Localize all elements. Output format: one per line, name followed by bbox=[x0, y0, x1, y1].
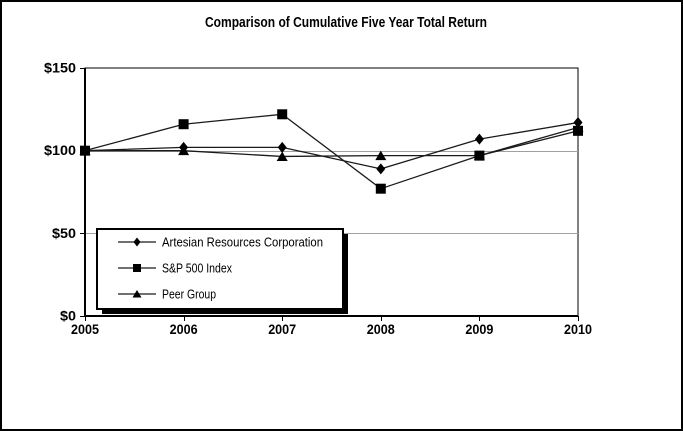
x-axis-tick-label: 2008 bbox=[367, 322, 395, 337]
data-point-square bbox=[178, 119, 189, 130]
y-axis-tick-label: $0 bbox=[60, 309, 76, 324]
data-point-diamond bbox=[376, 163, 386, 175]
data-point-triangle bbox=[473, 150, 485, 161]
axis-labels: $0 $50 $100 $150 2005 2006 2007 2008 2009 2010 bbox=[44, 61, 592, 338]
legend-label: Peer Group bbox=[162, 287, 216, 302]
data-point-triangle bbox=[375, 150, 387, 161]
series-line-triangle bbox=[85, 126, 579, 158]
y-axis-tick-label: $100 bbox=[44, 143, 76, 158]
data-point-diamond bbox=[277, 141, 287, 153]
x-axis-tick-label: 2007 bbox=[268, 322, 296, 337]
x-axis-tick-label: 2005 bbox=[71, 322, 99, 337]
series-line-diamond bbox=[84, 121, 579, 170]
x-axis-tick-label: 2009 bbox=[465, 322, 493, 337]
legend-label: S&P 500 Index bbox=[162, 261, 232, 276]
chart-title: Comparison of Cumulative Five Year Total… bbox=[205, 15, 487, 31]
data-point-triangle bbox=[572, 122, 584, 133]
y-axis-tick-label: $150 bbox=[44, 61, 76, 76]
series-lines bbox=[79, 109, 584, 194]
x-axis-tick-label: 2010 bbox=[564, 322, 592, 337]
legend-marker-triangle bbox=[132, 290, 142, 298]
legend-marker-diamond bbox=[133, 237, 141, 247]
data-point-square bbox=[277, 109, 288, 120]
x-axis-tick-label: 2006 bbox=[170, 322, 198, 337]
data-point-diamond bbox=[474, 133, 484, 145]
data-point-square bbox=[375, 183, 386, 194]
y-axis-tick-label: $50 bbox=[52, 226, 76, 241]
legend-marker-square bbox=[133, 264, 141, 272]
data-point-triangle bbox=[79, 145, 91, 156]
legend-label: Artesian Resources Corporation bbox=[162, 235, 323, 250]
data-point-triangle bbox=[276, 151, 288, 161]
legend: Artesian Resources Corporation S&P 500 In… bbox=[96, 228, 348, 314]
data-point-triangle bbox=[178, 145, 190, 156]
